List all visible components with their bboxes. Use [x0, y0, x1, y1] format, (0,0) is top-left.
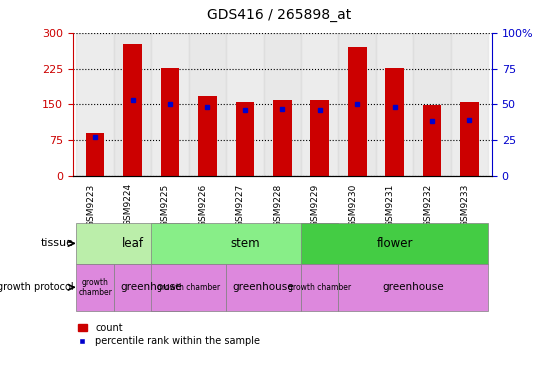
Bar	[189, 33, 226, 176]
Bar	[310, 100, 329, 176]
Text: leaf: leaf	[121, 237, 144, 250]
Bar	[338, 33, 376, 176]
Bar	[198, 96, 217, 176]
Text: stem: stem	[230, 237, 260, 250]
Bar	[301, 264, 338, 311]
Bar	[338, 264, 488, 311]
Bar	[423, 105, 442, 176]
Bar	[114, 264, 189, 311]
Bar	[376, 33, 413, 176]
Text: greenhouse: greenhouse	[121, 282, 182, 292]
Bar	[413, 33, 451, 176]
Text: greenhouse: greenhouse	[382, 282, 444, 292]
Bar	[114, 33, 151, 176]
Bar	[385, 68, 404, 176]
Bar	[451, 33, 488, 176]
Bar	[451, 33, 488, 176]
Bar	[123, 44, 142, 176]
Legend: count, percentile rank within the sample: count, percentile rank within the sample	[78, 323, 260, 346]
Bar	[264, 33, 301, 176]
Text: growth protocol: growth protocol	[0, 282, 73, 292]
Bar	[264, 33, 301, 176]
Text: growth
chamber: growth chamber	[78, 277, 112, 297]
Bar	[151, 33, 189, 176]
Bar	[160, 68, 179, 176]
Bar	[226, 264, 301, 311]
Text: flower: flower	[376, 237, 413, 250]
Bar	[114, 33, 151, 176]
Bar	[301, 223, 488, 264]
Bar	[77, 33, 114, 176]
Bar	[460, 102, 479, 176]
Bar	[273, 100, 292, 176]
Bar	[86, 133, 105, 176]
Bar	[77, 223, 189, 264]
Bar	[77, 33, 114, 176]
Bar	[151, 223, 338, 264]
Text: GDS416 / 265898_at: GDS416 / 265898_at	[207, 8, 352, 22]
Bar	[226, 33, 264, 176]
Bar	[376, 33, 413, 176]
Text: greenhouse: greenhouse	[233, 282, 295, 292]
Text: growth chamber: growth chamber	[157, 283, 220, 292]
Bar	[189, 33, 226, 176]
Bar	[226, 33, 264, 176]
Text: tissue: tissue	[40, 238, 73, 249]
Bar	[413, 33, 451, 176]
Bar	[77, 264, 114, 311]
Text: growth chamber: growth chamber	[288, 283, 351, 292]
Bar	[235, 102, 254, 176]
Bar	[348, 47, 367, 176]
Bar	[301, 33, 338, 176]
Bar	[151, 264, 226, 311]
Bar	[151, 33, 189, 176]
Bar	[338, 33, 376, 176]
Bar	[301, 33, 338, 176]
